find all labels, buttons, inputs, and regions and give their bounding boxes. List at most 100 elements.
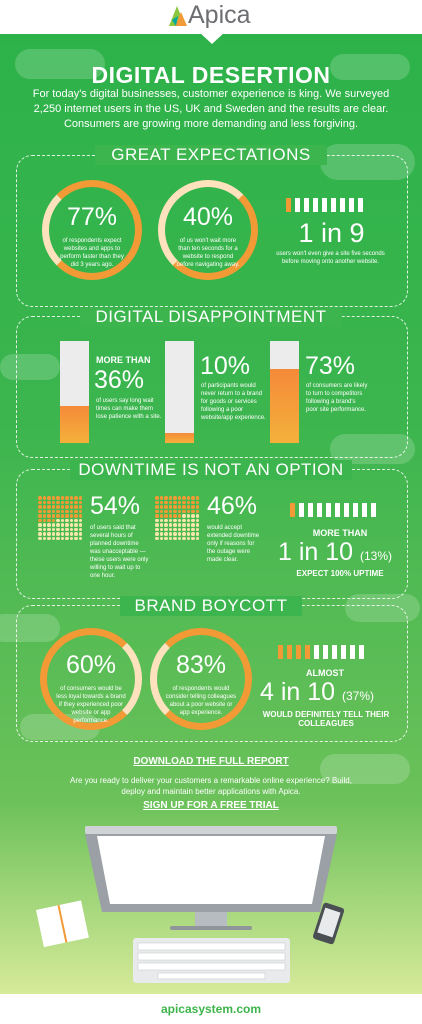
grid-dot <box>38 509 42 513</box>
grid-dot <box>186 496 190 500</box>
grid-dot <box>74 532 78 536</box>
stat-value-1-in-9: 1 in 9 <box>298 218 365 248</box>
grid-dot <box>195 532 199 536</box>
grid-dot <box>56 518 60 522</box>
grid-dot <box>65 527 69 531</box>
grid-dot <box>191 527 195 531</box>
grid-dot <box>155 527 159 531</box>
grid-dot <box>168 523 172 527</box>
apica-logo-icon <box>169 6 187 26</box>
grid-dot <box>191 509 195 513</box>
grid-dot <box>173 509 177 513</box>
grid-dot <box>164 509 168 513</box>
grid-dot <box>177 514 181 518</box>
dot-grid-46 <box>155 496 199 540</box>
grid-dot <box>65 496 69 500</box>
grid-dot <box>65 523 69 527</box>
person-icon <box>287 645 292 659</box>
grid-dot <box>191 505 195 509</box>
grid-dot <box>186 536 190 540</box>
grid-dot <box>74 509 78 513</box>
grid-dot <box>173 514 177 518</box>
grid-dot <box>159 536 163 540</box>
grid-dot <box>191 523 195 527</box>
grid-dot <box>182 500 186 504</box>
bar-fill <box>165 432 194 443</box>
notebook-icon <box>36 900 89 948</box>
grid-dot <box>56 514 60 518</box>
grid-dot <box>56 527 60 531</box>
grid-dot <box>60 518 64 522</box>
stat-value: 4 in 10 (37%) <box>260 678 375 706</box>
stat-prefix: MORE THAN <box>312 528 368 538</box>
person-icon <box>296 645 301 659</box>
grid-dot <box>168 532 172 536</box>
grid-dot <box>155 536 159 540</box>
grid-dot <box>186 518 190 522</box>
grid-dot <box>182 505 186 509</box>
stat-description: of users say long wait times can make th… <box>96 398 162 420</box>
grid-dot <box>47 523 51 527</box>
grid-dot <box>51 518 55 522</box>
grid-dot <box>78 500 82 504</box>
grid-dot <box>56 505 60 509</box>
grid-dot <box>65 532 69 536</box>
stat-description: of users said that several hours of plan… <box>90 525 149 579</box>
grid-dot <box>168 505 172 509</box>
grid-dot <box>78 527 82 531</box>
person-icon <box>326 503 331 517</box>
person-icon <box>299 503 304 517</box>
header-notch <box>199 32 225 44</box>
grid-dot <box>177 518 181 522</box>
person-icon <box>304 198 309 212</box>
grid-dot <box>168 509 172 513</box>
grid-dot <box>51 496 55 500</box>
grid-dot <box>195 509 199 513</box>
grid-dot <box>182 536 186 540</box>
grid-dot <box>191 532 195 536</box>
grid-dot <box>56 500 60 504</box>
grid-dot <box>51 514 55 518</box>
person-icon <box>313 198 318 212</box>
person-icon <box>323 645 328 659</box>
stat-prefix: ALMOST <box>306 668 344 678</box>
grid-dot <box>51 536 55 540</box>
grid-dot <box>195 496 199 500</box>
grid-dot <box>60 527 64 531</box>
grid-dot <box>47 509 51 513</box>
grid-dot <box>195 518 199 522</box>
grid-dot <box>38 505 42 509</box>
stat-description: of us won't wait more than ten seconds f… <box>176 238 240 268</box>
grid-dot <box>173 536 177 540</box>
grid-dot <box>168 496 172 500</box>
bar-36 <box>60 341 89 443</box>
stat-value: 54% <box>90 492 141 520</box>
grid-dot <box>186 514 190 518</box>
stat-description: of respondents expect websites and apps … <box>60 238 124 268</box>
grid-dot <box>177 496 181 500</box>
grid-dot <box>168 518 172 522</box>
grid-dot <box>159 518 163 522</box>
grid-dot <box>186 509 190 513</box>
grid-dot <box>56 536 60 540</box>
stat-description: of consumers would be less loyal towards… <box>56 686 126 724</box>
signup-trial-link[interactable]: SIGN UP FOR A FREE TRIAL <box>143 800 279 811</box>
monitor-top-icon <box>85 826 337 834</box>
grid-dot <box>74 505 78 509</box>
grid-dot <box>51 523 55 527</box>
grid-dot <box>47 536 51 540</box>
grid-dot <box>74 527 78 531</box>
stat-value: 83% <box>175 651 227 679</box>
grid-dot <box>168 536 172 540</box>
grid-dot <box>182 523 186 527</box>
cta-question: Are you ready to deliver your customers … <box>70 776 352 796</box>
download-report-link[interactable]: DOWNLOAD THE FULL REPORT <box>133 756 289 767</box>
person-icon <box>335 503 340 517</box>
grid-dot <box>42 518 46 522</box>
bar-10 <box>165 341 194 443</box>
grid-dot <box>164 500 168 504</box>
stat-description: of participants would never return to a … <box>201 383 266 421</box>
grid-dot <box>195 500 199 504</box>
footer-url-link[interactable]: apicasystem.com <box>160 1002 262 1016</box>
grid-dot <box>60 509 64 513</box>
